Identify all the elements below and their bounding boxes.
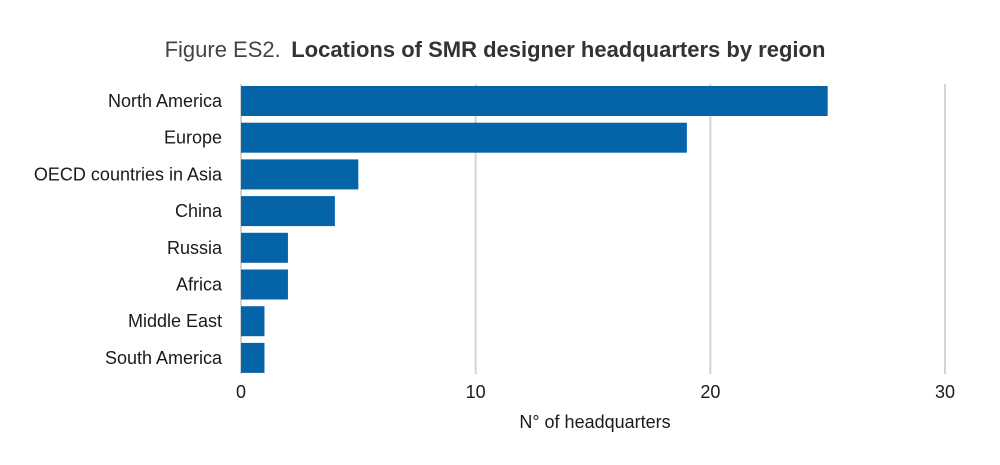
- category-labels: North America Europe OECD countries in Asi…: [34, 91, 223, 368]
- chart-title-main: Locations of SMR designer headquarters b…: [291, 37, 825, 62]
- chart-title-prefix: Figure ES2.: [165, 37, 281, 62]
- chart-title: Figure ES2. Locations of SMR designer he…: [165, 37, 826, 62]
- x-tick-label: 10: [466, 382, 486, 402]
- bar: [241, 232, 288, 263]
- bar: [241, 269, 288, 300]
- x-axis-title: N° of headquarters: [519, 412, 670, 432]
- bar: [241, 342, 265, 373]
- x-tick-label: 30: [935, 382, 955, 402]
- category-label: South America: [105, 348, 223, 368]
- category-label: North America: [108, 91, 223, 111]
- category-label: Middle East: [128, 311, 222, 331]
- category-label: Europe: [164, 128, 222, 148]
- x-tick-label: 0: [236, 382, 246, 402]
- bar: [241, 196, 335, 227]
- bar: [241, 122, 687, 153]
- bar: [241, 159, 359, 190]
- x-tick-labels: 0 10 20 30: [236, 382, 955, 402]
- category-label: Russia: [167, 238, 223, 258]
- x-tick-label: 20: [700, 382, 720, 402]
- category-label: Africa: [176, 275, 223, 295]
- bars: [241, 86, 828, 373]
- bar: [241, 306, 265, 337]
- category-label: China: [175, 201, 223, 221]
- category-label: OECD countries in Asia: [34, 164, 223, 184]
- bar: [241, 86, 828, 116]
